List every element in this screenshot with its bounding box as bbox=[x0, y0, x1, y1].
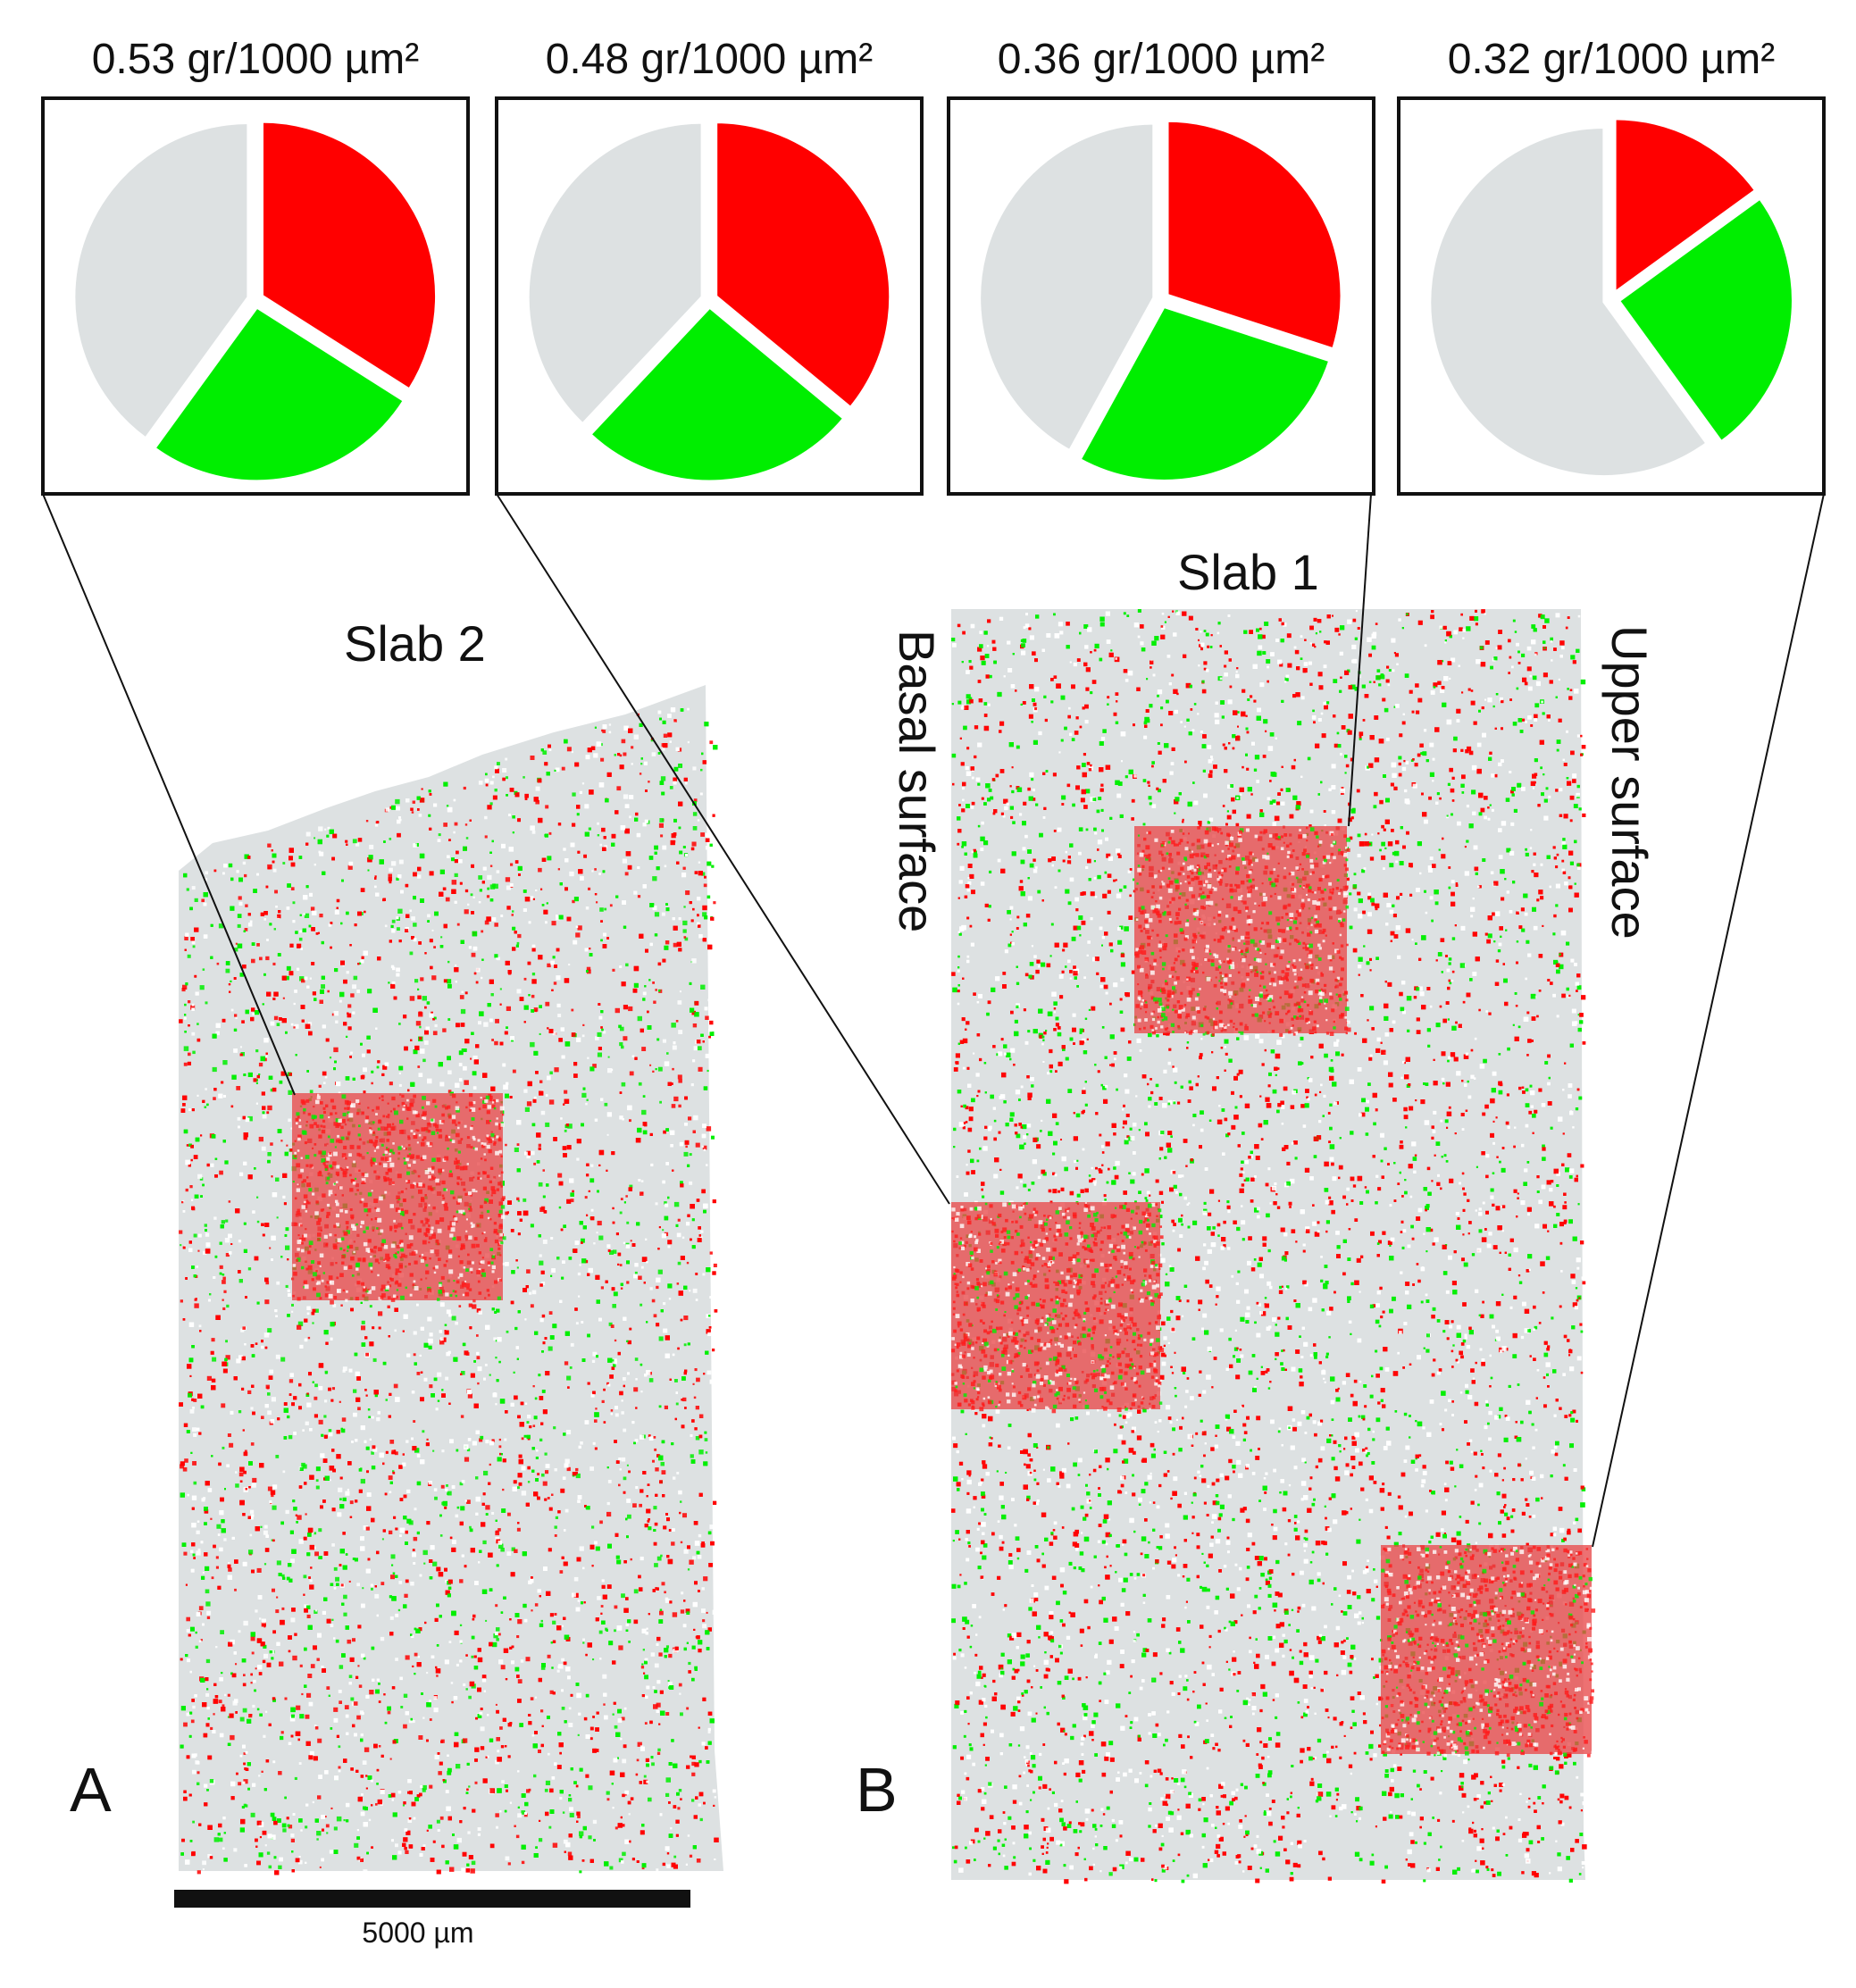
pie-slice-gray bbox=[1427, 124, 1710, 479]
slab-maps bbox=[179, 609, 1596, 1884]
pie-title: 0.32 gr/1000 µm² bbox=[1448, 36, 1776, 83]
sampled-area bbox=[1381, 1545, 1596, 1758]
panel-a-label: A bbox=[70, 1755, 112, 1825]
connector-line bbox=[1348, 493, 1372, 827]
pie-slice-gray bbox=[71, 120, 251, 442]
pie-slice-gray bbox=[977, 121, 1157, 455]
connector-line bbox=[42, 493, 296, 1096]
pie-title: 0.36 gr/1000 µm² bbox=[998, 36, 1325, 83]
pie-panel: 0.36 gr/1000 µm² bbox=[947, 36, 1375, 496]
pie-slice-green bbox=[1076, 304, 1333, 483]
pie-slice-green bbox=[1616, 195, 1795, 446]
sampled-area bbox=[1134, 826, 1351, 1037]
upper-surface-label: Upper surface bbox=[1601, 625, 1658, 940]
pie-panel: 0.48 gr/1000 µm² bbox=[495, 36, 924, 496]
sampled-areas bbox=[292, 826, 1596, 1758]
basal-surface-label: Basal surface bbox=[889, 630, 945, 932]
scale-bar-label: 5000 µm bbox=[362, 1917, 473, 1949]
pie-slice-red bbox=[1612, 116, 1759, 297]
sampled-area bbox=[951, 1202, 1165, 1414]
connector-line bbox=[1592, 493, 1825, 1548]
pie-insets: 0.53 gr/1000 µm² 0.48 gr/1000 µm² 0.36 gr/… bbox=[41, 36, 1826, 496]
connector-line bbox=[496, 493, 950, 1205]
slab-1-label: Slab 1 bbox=[1177, 544, 1319, 600]
connector-lines bbox=[42, 493, 1825, 1548]
pie-slice-red bbox=[1165, 118, 1344, 352]
pie-title: 0.53 gr/1000 µm² bbox=[92, 36, 420, 83]
slab-2-label: Slab 2 bbox=[344, 615, 486, 672]
pie-panel: 0.53 gr/1000 µm² bbox=[41, 36, 470, 496]
pie-slice-red bbox=[260, 119, 439, 393]
scale-bar bbox=[174, 1890, 690, 1908]
pie-slice-red bbox=[714, 120, 893, 411]
pie-panel: 0.32 gr/1000 µm² bbox=[1397, 36, 1826, 496]
sampled-area bbox=[292, 1093, 506, 1305]
panel-b-label: B bbox=[856, 1755, 898, 1825]
pie-slice-green bbox=[151, 304, 407, 484]
pie-slice-green bbox=[587, 304, 848, 484]
pie-slice-gray bbox=[525, 120, 705, 428]
pie-title: 0.48 gr/1000 µm² bbox=[546, 36, 874, 83]
